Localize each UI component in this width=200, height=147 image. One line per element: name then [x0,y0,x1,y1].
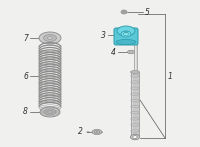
Text: 6: 6 [23,71,28,81]
Text: 5: 5 [145,7,150,16]
Text: 8: 8 [23,107,28,117]
Ellipse shape [39,32,61,44]
Text: 1: 1 [168,71,173,81]
FancyBboxPatch shape [114,28,138,45]
Ellipse shape [94,131,100,133]
Text: 2: 2 [78,127,83,137]
Ellipse shape [92,130,102,135]
Ellipse shape [117,26,135,36]
Ellipse shape [124,31,128,33]
Ellipse shape [121,31,131,37]
Ellipse shape [40,107,60,117]
Ellipse shape [44,35,57,41]
Ellipse shape [122,11,126,13]
Ellipse shape [115,36,137,44]
Ellipse shape [133,136,137,138]
Ellipse shape [124,32,128,35]
Ellipse shape [130,134,140,140]
Text: 4: 4 [111,47,116,56]
Text: 3: 3 [101,30,106,40]
Ellipse shape [128,50,134,54]
Ellipse shape [129,51,133,53]
Ellipse shape [116,40,136,45]
Ellipse shape [44,109,56,115]
FancyBboxPatch shape [134,42,136,72]
Text: 7: 7 [23,34,28,42]
Ellipse shape [48,37,52,39]
Ellipse shape [48,111,52,113]
Ellipse shape [121,10,127,14]
FancyBboxPatch shape [131,72,139,135]
Ellipse shape [130,71,140,74]
